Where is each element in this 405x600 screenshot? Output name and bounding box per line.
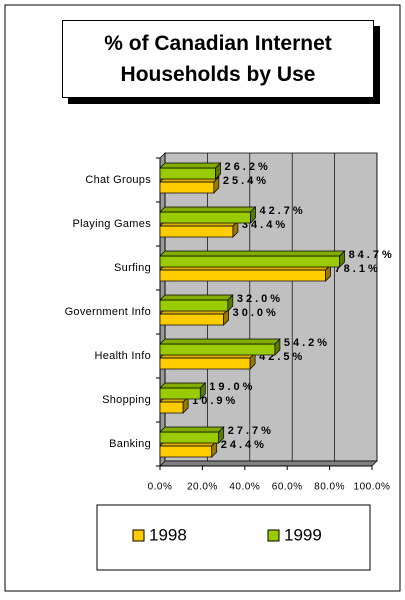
bar (159, 269, 326, 282)
legend-label: 1999 (284, 525, 322, 544)
bar-side (227, 294, 234, 312)
x-tick-label: 20.0% (187, 482, 218, 493)
data-label: 27.7% (228, 425, 274, 437)
x-tick-label: 80.0% (314, 482, 345, 493)
bar-side (213, 176, 220, 194)
y-tick-label: Playing Games (73, 218, 152, 230)
data-label: 42.7% (260, 205, 306, 217)
bar (159, 357, 251, 370)
data-label: 32.0% (237, 293, 283, 305)
x-tick-label: 0.0% (148, 482, 173, 493)
y-tick-label: Chat Groups (85, 174, 151, 186)
bar-top (159, 382, 207, 389)
legend-label: 1998 (149, 525, 187, 544)
data-label: 26.2% (225, 161, 271, 173)
bar-top (159, 426, 225, 433)
bar (159, 401, 184, 414)
bar-side (250, 206, 256, 224)
bar-top (159, 206, 257, 213)
bar-side (215, 162, 221, 180)
data-label: 30.0% (233, 307, 279, 319)
bar-side (218, 426, 225, 444)
y-tick-label: Banking (109, 438, 151, 450)
x-tick-label: 60.0% (272, 482, 303, 493)
bar (159, 167, 216, 180)
data-label: 78.1% (335, 263, 381, 275)
y-tick-label: Health Info (94, 350, 151, 362)
bar (159, 211, 251, 224)
y-tick-label: Government Info (65, 306, 151, 318)
bar (159, 445, 213, 458)
bar (159, 431, 220, 444)
bar-side (339, 250, 345, 268)
data-label: 25.4% (223, 175, 269, 187)
bar-top (159, 162, 222, 169)
bar (159, 299, 229, 312)
bar-top (159, 338, 281, 345)
bar (159, 225, 234, 238)
data-label: 54.2% (284, 337, 330, 349)
x-tick-label: 100.0% (354, 482, 391, 493)
bar (159, 255, 340, 268)
bar-top (159, 294, 234, 301)
data-label: 24.4% (221, 439, 267, 451)
bar-side (199, 382, 206, 400)
y-tick-label: Surfing (114, 262, 151, 274)
x-tick-label: 40.0% (229, 482, 260, 493)
y-tick-label: Shopping (102, 394, 151, 406)
bar (159, 387, 201, 400)
data-label: 34.4% (242, 219, 288, 231)
plot-floor (159, 460, 378, 467)
bar-side (274, 338, 281, 356)
legend-swatch (132, 529, 145, 542)
data-label: 19.0% (209, 381, 255, 393)
legend-swatch (267, 529, 280, 542)
bar (159, 181, 215, 194)
chart-title: % of Canadian Internet Households by Use (62, 20, 374, 98)
bar (159, 313, 224, 326)
bar (159, 343, 276, 356)
bar-top (159, 250, 346, 257)
data-label: 10.9% (192, 395, 238, 407)
data-label: 84.7% (349, 249, 395, 261)
